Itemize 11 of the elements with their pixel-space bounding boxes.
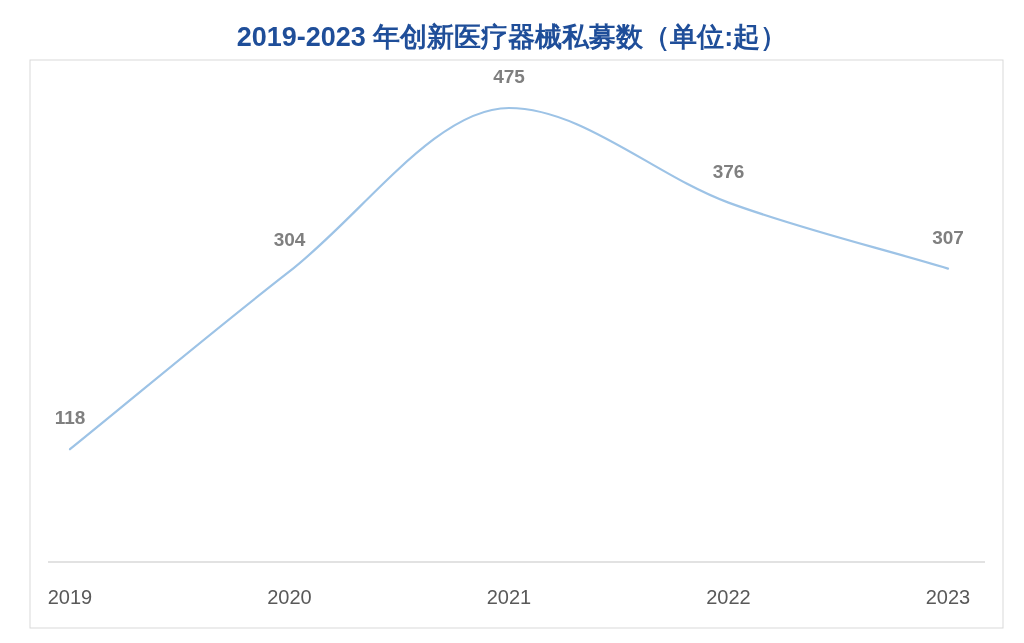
data-label: 304: [273, 229, 306, 251]
x-tick-label: 2019: [47, 586, 93, 608]
x-tick-label: 2023: [925, 586, 971, 608]
data-label: 475: [493, 66, 526, 87]
data-label: 307: [932, 226, 964, 248]
data-label: 376: [712, 160, 745, 182]
data-label: 118: [54, 407, 86, 429]
chart-title: 2019-2023 年创新医疗器械私募数（单位:起）: [236, 22, 788, 52]
x-tick-label: 2022: [706, 586, 751, 608]
x-tick-label: 2021: [486, 586, 532, 608]
x-tick-label: 2020: [267, 586, 312, 608]
